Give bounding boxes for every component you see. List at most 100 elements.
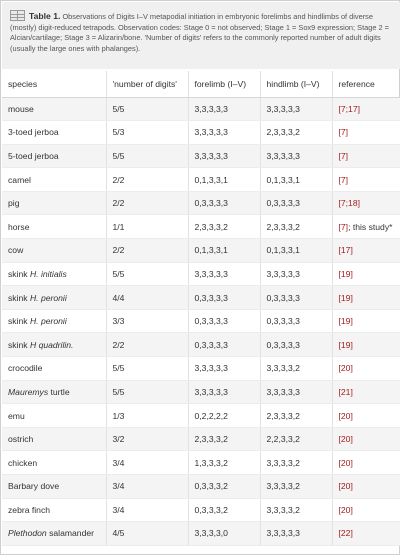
table-row: mouse 5/5 3,3,3,3,3 3,3,3,3,3 [7;17] (2, 97, 400, 122)
reference-link[interactable]: [19] (338, 292, 353, 303)
cell-number-of-digits: 2/2 (106, 167, 189, 192)
cell-forelimb: 0,1,3,3,1 (188, 167, 261, 192)
header-reference: reference (332, 71, 400, 98)
cell-forelimb: 0,3,3,3,3 (188, 285, 261, 310)
species-pre-text: camel (8, 174, 31, 185)
header-row: species 'number of digits' forelimb (I–V… (2, 71, 400, 98)
species-italic-text: Mauremys (8, 386, 49, 397)
table-row: horse 1/1 2,3,3,3,2 2,3,3,3,2 [7]; this stud… (2, 214, 400, 240)
cell-number-of-digits: 3/3 (106, 309, 189, 334)
cell-forelimb: 0,3,3,3,3 (188, 191, 261, 216)
caption-label: Table 1. (29, 11, 61, 21)
table-row: ostrich 3/2 2,3,3,3,2 2,2,3,3,2 [20] (2, 427, 400, 452)
reference-link[interactable]: [7] (338, 150, 349, 161)
cell-species: Mauremys turtle (2, 380, 107, 405)
cell-reference: [7;18] (332, 191, 400, 216)
cell-hindlimb: 0,1,3,3,1 (260, 238, 333, 263)
cell-reference: [21] (332, 380, 400, 405)
cell-reference: [7;17] (332, 97, 400, 122)
cell-reference: [7]; this study* (332, 214, 400, 240)
cell-forelimb: 3,3,3,3,3 (188, 120, 261, 145)
table-row: crocodile 5/5 3,3,3,3,3 3,3,3,3,2 [20] (2, 356, 400, 381)
reference-link[interactable]: [17] (338, 245, 353, 256)
cell-hindlimb: 0,3,3,3,3 (260, 309, 333, 334)
cell-forelimb: 2,3,3,3,2 (188, 427, 261, 452)
cell-number-of-digits: 5/5 (106, 356, 189, 381)
cell-hindlimb: 3,3,3,3,3 (260, 97, 333, 122)
cell-reference: [22] (332, 521, 400, 546)
reference-link[interactable]: [19] (338, 268, 353, 279)
header-number-of-digits: 'number of digits' (106, 71, 189, 98)
cell-number-of-digits: 4/5 (106, 521, 189, 546)
reference-link[interactable]: [22] (338, 528, 353, 539)
species-pre-text: 3-toed jerboa (8, 127, 59, 138)
reference-link[interactable]: [7] (338, 221, 349, 232)
cell-hindlimb: 3,3,3,3,3 (260, 521, 333, 546)
cell-species: skink H. peronii (2, 285, 107, 310)
species-italic-text: H. initialis (29, 268, 67, 279)
table-icon (10, 10, 25, 21)
cell-reference: [20] (332, 474, 400, 499)
species-pre-text: mouse (8, 103, 34, 114)
species-pre-text: crocodile (8, 363, 43, 374)
species-pre-text: emu (8, 410, 25, 421)
header-hindlimb: hindlimb (I–V) (260, 71, 333, 98)
species-italic-text: H. peronii (29, 292, 67, 303)
cell-species: crocodile (2, 356, 107, 381)
cell-number-of-digits: 2/2 (106, 238, 189, 263)
cell-species: skink H. initialis (2, 262, 107, 287)
cell-hindlimb: 0,3,3,3,3 (260, 191, 333, 216)
cell-forelimb: 0,3,3,3,2 (188, 498, 261, 523)
reference-link[interactable]: [21] (338, 386, 353, 397)
cell-reference: [19] (332, 285, 400, 310)
cell-species: cow (2, 238, 107, 263)
cell-hindlimb: 2,3,3,3,2 (260, 120, 333, 145)
reference-link[interactable]: [7;17] (338, 103, 361, 114)
cell-forelimb: 0,1,3,3,1 (188, 238, 261, 263)
reference-link[interactable]: [7] (338, 127, 349, 138)
cell-number-of-digits: 2/2 (106, 191, 189, 216)
cell-species: 5-toed jerboa (2, 144, 107, 169)
reference-link[interactable]: [19] (338, 339, 353, 350)
reference-link[interactable]: [20] (338, 434, 353, 445)
reference-link[interactable]: [20] (338, 504, 353, 515)
cell-number-of-digits: 3/4 (106, 498, 189, 523)
reference-link[interactable]: [19] (338, 316, 353, 327)
cell-species: zebra finch (2, 498, 107, 523)
cell-forelimb: 0,3,3,3,3 (188, 309, 261, 334)
table-row: skink H. peronii 3/3 0,3,3,3,3 0,3,3,3,3 [19… (2, 309, 400, 334)
cell-forelimb: 3,3,3,3,3 (188, 380, 261, 405)
cell-forelimb: 3,3,3,3,3 (188, 262, 261, 287)
cell-forelimb: 3,3,3,3,3 (188, 144, 261, 169)
table-row: skink H. initialis 5/5 3,3,3,3,3 3,3,3,3,3[… (2, 262, 400, 287)
reference-link[interactable]: [7;18] (338, 198, 361, 209)
species-italic-text: H. peronii (29, 316, 67, 327)
cell-reference: [7] (332, 167, 400, 192)
cell-number-of-digits: 3/4 (106, 474, 189, 499)
cell-reference: [20] (332, 450, 400, 475)
cell-number-of-digits: 2/2 (106, 332, 189, 358)
reference-link[interactable]: [20] (338, 363, 353, 374)
cell-species: horse (2, 214, 107, 240)
cell-hindlimb: 0,3,3,3,3 (260, 332, 333, 358)
cell-number-of-digits: 4/4 (106, 285, 189, 310)
cell-reference: [20] (332, 427, 400, 452)
table-row: Plethodon salamander 4/5 3,3,3,3,0 3,3,3,3,… (2, 521, 400, 546)
table-row: emu 1/3 0,2,2,2,2 2,3,3,3,2 [20] (2, 403, 400, 428)
cell-hindlimb: 3,3,3,3,3 (260, 380, 333, 405)
species-italic-text: H quadrilin. (29, 339, 74, 350)
header-forelimb: forelimb (I–V) (188, 71, 261, 98)
cell-reference: [19] (332, 262, 400, 287)
reference-link[interactable]: [20] (338, 457, 353, 468)
reference-link[interactable]: [20] (338, 481, 353, 492)
reference-link[interactable]: [7] (338, 174, 349, 185)
cell-number-of-digits: 5/5 (106, 380, 189, 405)
table-row: 5-toed jerboa 5/5 3,3,3,3,3 3,3,3,3,3 [7] (2, 144, 400, 169)
table-row: camel 2/2 0,1,3,3,1 0,1,3,3,1 [7] (2, 167, 400, 192)
cell-species: Barbary dove (2, 474, 107, 499)
species-pre-text: horse (8, 221, 30, 232)
cell-number-of-digits: 5/5 (106, 97, 189, 122)
species-pre-text: chicken (8, 457, 38, 468)
reference-link[interactable]: [20] (338, 410, 353, 421)
cell-hindlimb: 3,3,3,3,2 (260, 474, 333, 499)
